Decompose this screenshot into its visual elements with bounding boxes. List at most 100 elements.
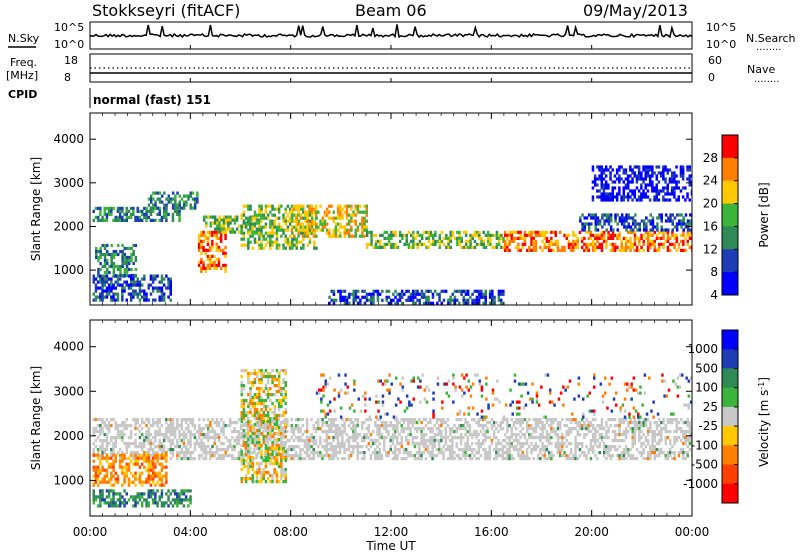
heatmap-cell xyxy=(521,442,524,446)
heatmap-cell xyxy=(356,445,359,449)
heatmap-cell xyxy=(541,427,544,431)
heatmap-cell xyxy=(433,454,436,458)
heatmap-cell xyxy=(613,436,617,440)
heatmap-cell xyxy=(627,225,630,229)
heatmap-cell xyxy=(332,430,335,434)
heatmap-cell xyxy=(391,451,395,455)
heatmap-cell xyxy=(178,215,181,219)
heatmap-cell xyxy=(343,427,346,431)
heatmap-cell xyxy=(429,289,432,293)
heatmap-cell xyxy=(668,248,672,252)
heatmap-cell xyxy=(92,498,95,502)
heatmap-cell xyxy=(519,230,522,234)
heatmap-cell xyxy=(343,295,347,299)
heatmap-cell xyxy=(136,421,139,425)
heatmap-cell xyxy=(404,436,408,440)
heatmap-cell xyxy=(231,218,234,222)
heatmap-cell xyxy=(310,445,313,449)
heatmap-cell xyxy=(187,427,190,431)
heatmap-cell xyxy=(580,442,584,446)
heatmap-cell xyxy=(393,427,397,431)
heatmap-cell xyxy=(618,192,621,196)
heatmap-cell xyxy=(261,430,265,434)
heatmap-cell xyxy=(512,448,516,452)
heatmap-cell xyxy=(206,263,210,267)
heatmap-cell xyxy=(556,445,560,449)
heatmap-cell xyxy=(303,439,307,443)
heatmap-cell xyxy=(429,301,432,305)
heatmap-cell xyxy=(631,421,634,425)
heatmap-cell xyxy=(613,433,617,437)
heatmap-cell xyxy=(271,204,274,208)
heatmap-cell xyxy=(107,501,111,505)
heatmap-cell xyxy=(512,230,516,234)
heatmap-cell xyxy=(226,445,230,449)
heatmap-cell xyxy=(215,266,218,270)
heatmap-cell xyxy=(500,236,503,240)
heatmap-cell xyxy=(675,439,678,443)
heatmap-cell xyxy=(354,424,357,428)
heatmap-cell xyxy=(444,427,447,431)
heatmap-cell xyxy=(497,236,501,240)
heatmap-cell xyxy=(684,222,688,226)
heatmap-cell xyxy=(477,418,480,422)
heatmap-cell xyxy=(275,237,279,241)
heatmap-cell xyxy=(675,213,679,217)
heatmap-cell xyxy=(118,206,122,210)
heatmap-cell xyxy=(598,442,601,446)
heatmap-cell xyxy=(666,192,669,196)
heatmap-cell xyxy=(418,239,422,243)
heatmap-cell xyxy=(154,462,157,466)
heatmap-cell xyxy=(600,192,603,196)
heatmap-cell xyxy=(305,448,309,452)
heatmap-cell xyxy=(213,433,216,437)
heatmap-cell xyxy=(295,213,298,217)
heatmap-cell xyxy=(556,424,560,428)
heatmap-cell xyxy=(682,216,685,220)
heatmap-cell xyxy=(407,230,411,234)
heatmap-cell xyxy=(378,418,381,422)
heatmap-cell xyxy=(525,233,529,237)
heatmap-cell xyxy=(140,442,144,446)
heatmap-cell xyxy=(147,286,150,290)
heatmap-cell xyxy=(539,233,542,237)
heatmap-cell xyxy=(460,239,463,243)
heatmap-cell xyxy=(530,448,533,452)
heatmap-cell xyxy=(132,249,135,254)
heatmap-cell xyxy=(96,495,100,499)
heatmap-cell xyxy=(363,454,366,458)
heatmap-cell xyxy=(308,219,312,223)
heatmap-cell xyxy=(585,424,588,428)
heatmap-cell xyxy=(204,451,208,455)
heatmap-cell xyxy=(145,439,148,443)
heatmap-cell xyxy=(613,248,617,252)
heatmap-cell xyxy=(99,424,102,428)
heatmap-cell xyxy=(217,433,221,437)
heatmap-cell xyxy=(165,430,168,434)
heatmap-cell xyxy=(149,218,153,222)
heatmap-cell xyxy=(420,295,424,299)
heatmap-cell xyxy=(659,171,663,175)
heatmap-cell xyxy=(299,213,303,217)
heatmap-cell xyxy=(171,498,175,502)
heatmap-cell xyxy=(162,212,166,216)
heatmap-cell xyxy=(206,254,210,258)
heatmap-cell xyxy=(688,174,691,178)
heatmap-cell xyxy=(528,230,531,234)
heatmap-cell xyxy=(347,418,351,422)
heatmap-cell xyxy=(365,295,369,299)
heatmap-cell xyxy=(228,442,232,446)
heatmap-cell xyxy=(103,264,107,269)
heatmap-cell xyxy=(514,436,518,440)
heatmap-cell xyxy=(642,192,645,196)
heatmap-cell xyxy=(105,456,109,460)
heatmap-cell xyxy=(583,228,586,232)
heatmap-cell xyxy=(110,504,113,508)
heatmap-cell xyxy=(178,492,181,496)
heatmap-cell xyxy=(433,436,436,440)
heatmap-cell xyxy=(611,192,614,196)
heatmap-cell xyxy=(154,483,157,487)
heatmap-cell xyxy=(291,231,294,235)
heatmap-cell xyxy=(664,230,667,234)
heatmap-cell xyxy=(114,439,117,443)
